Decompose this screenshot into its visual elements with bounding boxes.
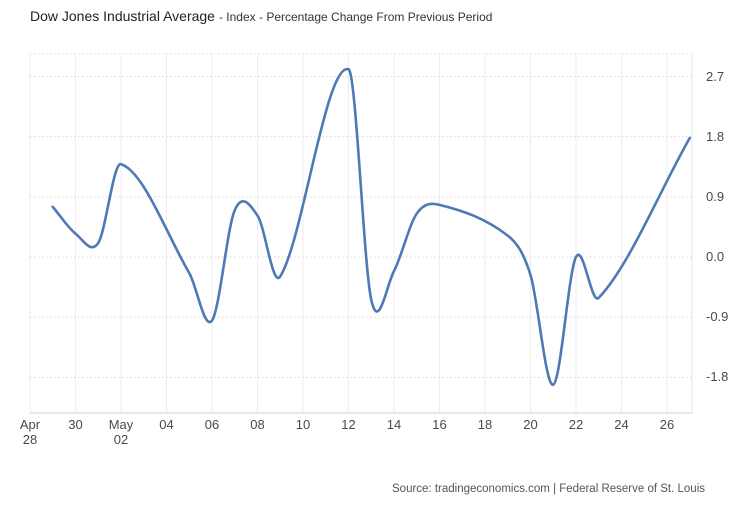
x-tick-label: 06	[204, 417, 220, 432]
x-tick-label: May 02	[108, 417, 134, 447]
source-attribution: Source: tradingeconomics.com | Federal R…	[392, 483, 705, 495]
chart-plot-area[interactable]	[30, 54, 692, 413]
x-tick-label: 12	[341, 417, 356, 432]
x-tick-label: 14	[386, 417, 402, 432]
x-tick-label: 04	[159, 417, 174, 432]
x-tick-label: 24	[614, 417, 629, 432]
x-tick-label: 08	[250, 417, 265, 432]
chart-header: Dow Jones Industrial Average - Index - Pe…	[30, 8, 492, 26]
x-tick-label: 30	[68, 417, 83, 432]
y-tick-label: 1.8	[706, 128, 725, 144]
y-tick-label: -1.8	[706, 369, 729, 385]
chart-title: Dow Jones Industrial Average	[30, 8, 215, 24]
x-tick-label: 18	[477, 417, 493, 432]
x-tick-label: 22	[568, 417, 584, 432]
y-tick-label: 2.7	[706, 68, 725, 84]
x-tick-label: 20	[523, 417, 538, 432]
series-line	[51, 67, 692, 386]
chart-subtitle: - Index - Percentage Change From Previou…	[218, 10, 493, 24]
x-tick-label: 10	[295, 417, 311, 432]
x-tick-label: 26	[659, 417, 675, 432]
x-tick-label: Apr 28	[19, 417, 41, 447]
y-tick-label: 0.0	[706, 249, 725, 264]
y-tick-label: 0.9	[706, 188, 725, 204]
x-tick-label: 16	[432, 417, 447, 432]
y-tick-label: -0.9	[706, 309, 729, 325]
